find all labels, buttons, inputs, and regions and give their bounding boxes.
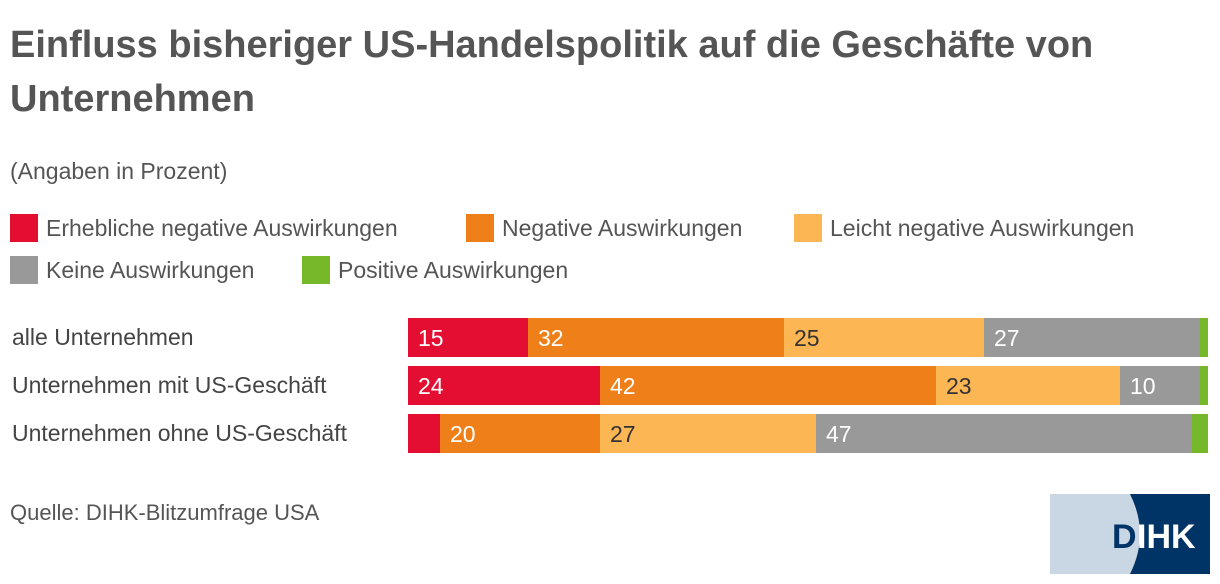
source-note: Quelle: DIHK-Blitzumfrage USA xyxy=(10,500,320,525)
bar-segment xyxy=(936,366,1120,405)
legend-swatch xyxy=(302,256,330,284)
bar-segment xyxy=(600,366,936,405)
data-label: 23 xyxy=(946,373,972,399)
data-label: 15 xyxy=(418,325,444,351)
chart-subtitle: (Angaben in Prozent) xyxy=(10,158,228,184)
category-label: alle Unternehmen xyxy=(12,324,194,350)
bar-segment xyxy=(784,318,984,357)
legend-item-1: Negative Auswirkungen xyxy=(466,214,742,242)
data-label: 32 xyxy=(538,325,564,351)
legend-item-3: Keine Auswirkungen xyxy=(10,256,254,284)
data-label: 47 xyxy=(826,421,852,447)
dihk-logo: D IHK xyxy=(1050,494,1210,574)
data-label: 20 xyxy=(450,421,476,447)
svg-text:IHK: IHK xyxy=(1137,518,1196,556)
legend-label: Keine Auswirkungen xyxy=(46,256,255,283)
bar-segment xyxy=(408,318,528,357)
svg-text:D: D xyxy=(1112,518,1137,556)
legend-label: Leicht negative Auswirkungen xyxy=(830,214,1135,241)
category-label: Unternehmen mit US-Geschäft xyxy=(12,372,327,398)
legend-label: Positive Auswirkungen xyxy=(338,256,569,283)
bar-segment xyxy=(408,414,440,453)
legend-swatch xyxy=(466,214,494,242)
bar-segment xyxy=(984,318,1200,357)
data-label: 42 xyxy=(610,373,636,399)
legend-label: Negative Auswirkungen xyxy=(502,214,743,241)
bar-segment xyxy=(408,366,600,405)
chart-title: Einfluss bisheriger US-Handelspolitik au… xyxy=(10,24,1094,120)
legend-swatch xyxy=(794,214,822,242)
data-label: 27 xyxy=(610,421,636,447)
legend-swatch xyxy=(10,214,38,242)
category-label: Unternehmen ohne US-Geschäft xyxy=(12,420,347,446)
data-label: 25 xyxy=(794,325,820,351)
data-label: 10 xyxy=(1130,373,1156,399)
legend-item-2: Leicht negative Auswirkungen xyxy=(794,214,1134,242)
data-label: 24 xyxy=(418,373,444,399)
bar-segment xyxy=(816,414,1192,453)
bar-segment xyxy=(528,318,784,357)
legend-item-4: Positive Auswirkungen xyxy=(302,256,568,284)
bar-segment xyxy=(600,414,816,453)
bar-segment xyxy=(1120,366,1200,405)
bar-segment xyxy=(1192,414,1208,453)
data-label: 27 xyxy=(994,325,1020,351)
legend-swatch xyxy=(10,256,38,284)
legend-label: Erhebliche negative Auswirkungen xyxy=(46,214,398,241)
bar-segment xyxy=(1200,366,1208,405)
legend-item-0: Erhebliche negative Auswirkungen xyxy=(10,214,398,242)
bar-segment xyxy=(1200,318,1208,357)
bar-segment xyxy=(440,414,600,453)
